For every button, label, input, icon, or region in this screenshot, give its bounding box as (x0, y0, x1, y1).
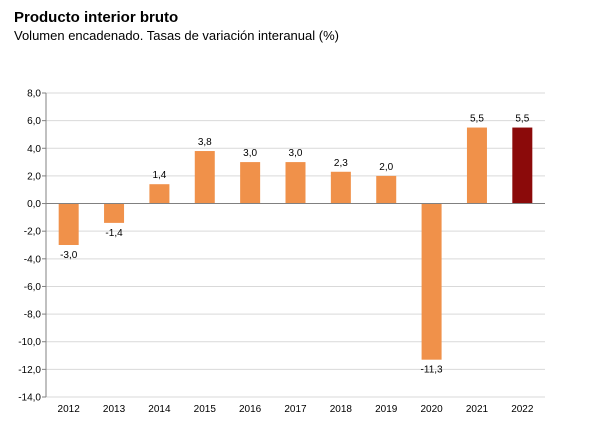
data-label: 3,0 (243, 148, 257, 159)
y-tick-label: -4,0 (24, 254, 42, 265)
data-label: -1,4 (105, 228, 123, 239)
bar (285, 162, 306, 204)
y-tick-label: 8,0 (27, 89, 41, 100)
y-tick-label: 0,0 (27, 199, 41, 210)
bar (330, 171, 351, 204)
chart-subtitle: Volumen encadenado. Tasas de variación i… (14, 28, 339, 43)
bar (512, 127, 533, 204)
x-tick-label: 2019 (375, 404, 398, 415)
data-label: 3,0 (289, 148, 303, 159)
x-tick-label: 2021 (466, 404, 489, 415)
y-tick-label: -8,0 (24, 310, 42, 321)
data-label: 5,5 (470, 114, 484, 125)
bar (104, 203, 125, 223)
x-tick-label: 2014 (148, 404, 171, 415)
bar (240, 162, 261, 204)
bar (58, 203, 79, 245)
chart-title: Producto interior bruto (14, 9, 179, 26)
y-tick-label: -10,0 (18, 337, 41, 348)
y-tick-label: 4,0 (27, 144, 41, 155)
bar (466, 127, 487, 204)
bar (376, 175, 397, 204)
x-tick-label: 2018 (330, 404, 353, 415)
bar (194, 151, 215, 204)
data-label: 5,5 (515, 114, 529, 125)
bar (421, 203, 442, 360)
x-tick-label: 2017 (284, 404, 307, 415)
data-label: -11,3 (421, 365, 443, 376)
y-tick-label: -6,0 (24, 282, 42, 293)
data-label: 1,4 (152, 170, 166, 181)
y-tick-label: -14,0 (18, 393, 41, 404)
y-tick-label: -2,0 (24, 227, 42, 238)
data-label: 2,3 (334, 158, 348, 169)
data-label: -3,0 (60, 250, 78, 261)
x-tick-label: 2013 (103, 404, 126, 415)
x-tick-label: 2016 (239, 404, 262, 415)
x-tick-label: 2022 (511, 404, 534, 415)
x-tick-label: 2015 (194, 404, 217, 415)
data-label: 2,0 (379, 162, 393, 173)
x-tick-label: 2012 (58, 404, 81, 415)
data-label: 3,8 (198, 137, 212, 148)
y-tick-label: 6,0 (27, 116, 41, 127)
y-tick-label: 2,0 (27, 171, 41, 182)
x-tick-label: 2020 (420, 404, 443, 415)
bar (149, 184, 170, 204)
y-tick-label: -12,0 (18, 365, 41, 376)
